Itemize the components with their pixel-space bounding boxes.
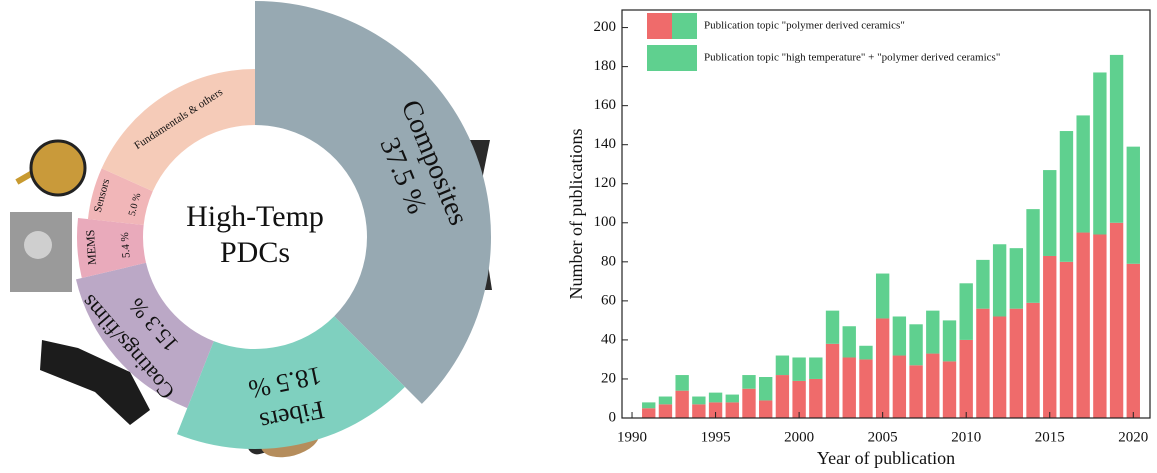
y-tick-label: 200 bbox=[594, 19, 617, 35]
bar bbox=[742, 375, 755, 389]
x-tick-label: 1995 bbox=[701, 429, 731, 445]
bar bbox=[960, 283, 973, 340]
bar bbox=[1060, 262, 1073, 418]
bar bbox=[960, 340, 973, 418]
bar bbox=[943, 361, 956, 418]
x-tick-label: 2020 bbox=[1118, 429, 1148, 445]
bar bbox=[843, 326, 856, 357]
bar bbox=[893, 316, 906, 355]
bar bbox=[843, 357, 856, 418]
y-axis-label: Number of publications bbox=[566, 129, 586, 300]
x-axis-label: Year of publication bbox=[817, 448, 955, 468]
bar bbox=[809, 379, 822, 418]
center-label: PDCs bbox=[220, 236, 290, 269]
x-tick-label: 2005 bbox=[868, 429, 898, 445]
y-tick-label: 0 bbox=[609, 409, 617, 425]
bar bbox=[726, 402, 739, 418]
segment-value-label: 5.4 % bbox=[119, 232, 133, 258]
bar bbox=[976, 260, 989, 309]
bar bbox=[1093, 72, 1106, 234]
legend-swatch bbox=[647, 13, 672, 39]
bar bbox=[709, 393, 722, 403]
legend-label: Publication topic "polymer derived ceram… bbox=[704, 20, 905, 32]
x-tick-label: 2010 bbox=[951, 429, 981, 445]
y-tick-label: 180 bbox=[594, 58, 617, 74]
bar bbox=[776, 375, 789, 418]
bar bbox=[659, 404, 672, 418]
bar bbox=[876, 274, 889, 319]
bar bbox=[926, 311, 939, 354]
bar bbox=[909, 324, 922, 365]
bar bbox=[1127, 147, 1140, 264]
x-tick-label: 2015 bbox=[1035, 429, 1065, 445]
bar bbox=[659, 397, 672, 405]
bar bbox=[893, 356, 906, 418]
y-tick-label: 60 bbox=[601, 292, 616, 308]
bar bbox=[792, 357, 805, 380]
bar bbox=[926, 354, 939, 418]
bar bbox=[1076, 115, 1089, 232]
bar bbox=[943, 320, 956, 361]
bar bbox=[1043, 170, 1056, 256]
bar bbox=[976, 309, 989, 418]
bar bbox=[675, 375, 688, 391]
bar bbox=[759, 377, 772, 400]
legend-label: Publication topic "high temperature" + "… bbox=[704, 52, 1000, 64]
bar bbox=[859, 346, 872, 360]
figure: Composites37.5 %Fibers18.5 %Coatings/fil… bbox=[0, 0, 1157, 473]
y-tick-label: 140 bbox=[594, 136, 617, 152]
bar bbox=[809, 357, 822, 378]
x-tick-label: 1990 bbox=[617, 429, 647, 445]
bar bbox=[876, 318, 889, 418]
bar bbox=[675, 391, 688, 418]
bar bbox=[1076, 233, 1089, 418]
bar bbox=[826, 344, 839, 418]
y-tick-label: 160 bbox=[594, 97, 617, 113]
y-tick-label: 100 bbox=[594, 214, 617, 230]
bar bbox=[1060, 131, 1073, 262]
center-label: High-Temp bbox=[186, 200, 324, 233]
bar bbox=[776, 356, 789, 376]
y-tick-label: 20 bbox=[601, 370, 616, 386]
legend-swatch bbox=[647, 45, 697, 71]
segment-label: MEMS bbox=[83, 229, 99, 265]
bar bbox=[692, 397, 705, 405]
bar bbox=[642, 402, 655, 408]
bar bbox=[1043, 256, 1056, 418]
bar bbox=[1010, 248, 1023, 309]
y-tick-label: 80 bbox=[601, 253, 616, 269]
bar bbox=[859, 359, 872, 418]
bar bbox=[759, 400, 772, 418]
bar bbox=[1110, 223, 1123, 418]
bar bbox=[726, 395, 739, 403]
bar bbox=[993, 244, 1006, 316]
bar bbox=[1127, 264, 1140, 418]
donut-segment bbox=[102, 69, 255, 191]
y-tick-label: 40 bbox=[601, 331, 616, 347]
x-tick-label: 2000 bbox=[784, 429, 814, 445]
bar bbox=[642, 408, 655, 418]
bar bbox=[826, 311, 839, 344]
bar bbox=[1026, 303, 1039, 418]
bar bbox=[1010, 309, 1023, 418]
bar bbox=[742, 389, 755, 418]
bar bbox=[993, 316, 1006, 418]
y-tick-label: 120 bbox=[594, 175, 617, 191]
bar bbox=[1093, 234, 1106, 418]
bar bbox=[1110, 55, 1123, 223]
legend-swatch bbox=[672, 13, 697, 39]
bar bbox=[692, 404, 705, 418]
bar bbox=[1026, 209, 1039, 303]
bar bbox=[909, 365, 922, 418]
